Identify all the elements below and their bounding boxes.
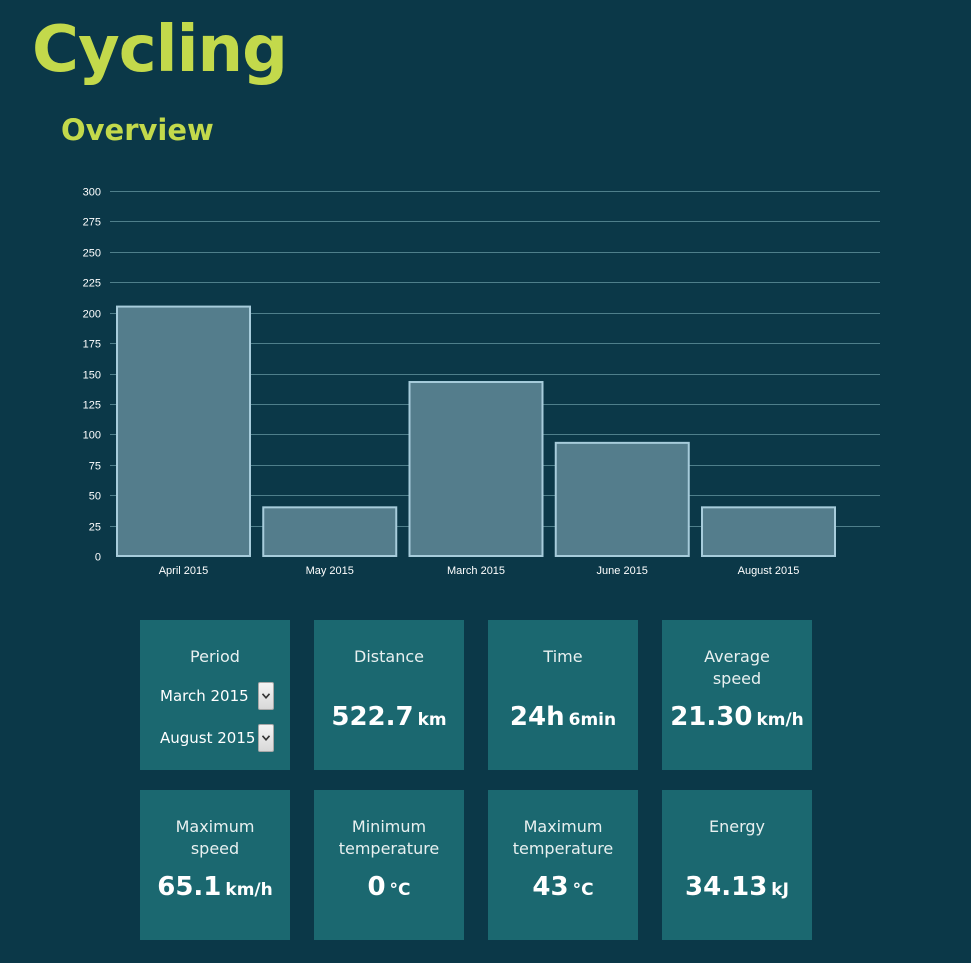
time-unit: 6min	[568, 710, 617, 730]
y-tick-label: 175	[83, 339, 101, 351]
distance-value: 522.7 km	[314, 702, 464, 732]
max-temperature-unit: °C	[572, 880, 594, 900]
max-temperature-number: 43	[532, 872, 569, 902]
y-tick-label: 225	[83, 278, 101, 290]
max-temperature-label: Maximum temperature	[512, 817, 614, 858]
y-tick-label: 125	[83, 400, 101, 412]
min-temperature-unit: °C	[389, 880, 411, 900]
period-card: Period March 2015 August 2015	[140, 620, 290, 770]
period-to-value: August 2015	[160, 729, 256, 747]
max-speed-label: Maximum speed	[175, 817, 255, 858]
y-tick-label: 75	[89, 461, 101, 473]
period-to-select[interactable]: August 2015	[160, 722, 274, 754]
energy-unit: kJ	[771, 880, 789, 900]
y-tick-label: 25	[89, 522, 101, 534]
x-tick-label: August 2015	[738, 565, 800, 577]
bar[interactable]	[116, 305, 251, 558]
y-tick-label: 100	[83, 430, 101, 442]
max-temperature-value: 43 °C	[488, 872, 638, 902]
average-speed-card: Average speed 21.30 km/h	[662, 620, 812, 770]
min-temperature-value: 0 °C	[314, 872, 464, 902]
app-title: Cycling	[32, 13, 288, 87]
max-speed-card: Maximum speed 65.1 km/h	[140, 790, 290, 940]
period-from-select[interactable]: March 2015	[160, 680, 274, 712]
period-from-value: March 2015	[160, 687, 249, 705]
distance-label: Distance	[354, 647, 424, 666]
max-temperature-card: Maximum temperature 43 °C	[488, 790, 638, 940]
time-label: Time	[543, 647, 583, 666]
y-tick-label: 0	[95, 552, 101, 564]
y-tick-label: 275	[83, 217, 101, 229]
y-tick-label: 200	[83, 309, 101, 321]
min-temperature-label: Minimum temperature	[338, 817, 440, 858]
time-number: 24h	[509, 702, 565, 732]
time-value: 24h 6min	[488, 702, 638, 732]
distance-unit: km	[417, 710, 447, 730]
energy-value: 34.13 kJ	[662, 872, 812, 902]
chart-y-axis: 0 25 50 75 100 125 150 175 200 225 250 275 300	[83, 187, 101, 564]
period-label: Period	[190, 647, 240, 666]
average-speed-number: 21.30	[670, 702, 753, 732]
max-speed-value: 65.1 km/h	[140, 872, 290, 902]
average-speed-unit: km/h	[756, 710, 804, 730]
max-speed-unit: km/h	[225, 880, 273, 900]
y-tick-label: 300	[83, 187, 101, 199]
energy-number: 34.13	[685, 872, 768, 902]
min-temperature-number: 0	[367, 872, 386, 902]
distance-card: Distance 522.7 km	[314, 620, 464, 770]
y-tick-label: 50	[89, 491, 101, 503]
y-tick-label: 250	[83, 248, 101, 260]
bar[interactable]	[554, 441, 690, 558]
average-speed-label: Average speed	[704, 647, 770, 688]
chart-x-axis: April 2015 May 2015 March 2015 June 2015 Aug…	[159, 565, 800, 577]
time-card: Time 24h 6min	[488, 620, 638, 770]
distance-number: 522.7	[331, 702, 414, 732]
min-temperature-card: Minimum temperature 0 °C	[314, 790, 464, 940]
x-tick-label: March 2015	[447, 565, 505, 577]
x-tick-label: May 2015	[306, 565, 354, 577]
max-speed-number: 65.1	[157, 872, 222, 902]
average-speed-value: 21.30 km/h	[662, 702, 812, 732]
chevron-down-icon[interactable]	[258, 682, 274, 710]
bar[interactable]	[262, 506, 398, 558]
energy-label: Energy	[708, 817, 765, 836]
x-tick-label: June 2015	[597, 565, 648, 577]
chart-bars	[116, 305, 836, 558]
bar[interactable]	[701, 506, 836, 558]
bar[interactable]	[408, 381, 544, 557]
x-tick-label: April 2015	[159, 565, 209, 577]
chevron-down-icon[interactable]	[258, 724, 274, 752]
energy-card: Energy 34.13 kJ	[662, 790, 812, 940]
y-tick-label: 150	[83, 370, 101, 382]
section-title: Overview	[61, 113, 214, 147]
overview-bar-chart: 0 25 50 75 100 125 150 175 200 225 250 275 300 April…	[83, 187, 880, 577]
